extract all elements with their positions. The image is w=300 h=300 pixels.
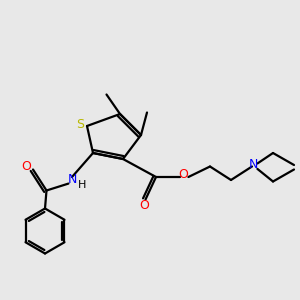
Text: N: N [68,173,77,186]
Text: O: O [139,199,149,212]
Text: H: H [77,180,86,190]
Text: N: N [249,158,258,171]
Text: O: O [179,168,188,182]
Text: S: S [76,118,84,131]
Text: O: O [22,160,31,173]
